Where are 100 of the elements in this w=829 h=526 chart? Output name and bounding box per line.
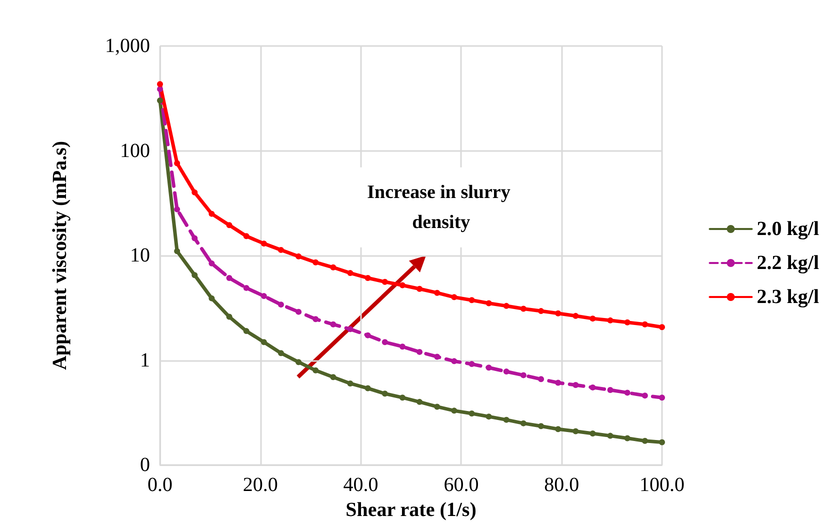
point [538, 376, 544, 382]
point [607, 387, 614, 393]
point [451, 358, 458, 364]
point [607, 317, 614, 324]
point [296, 359, 302, 366]
point [624, 390, 630, 396]
point [503, 302, 510, 309]
point [503, 416, 510, 423]
point [572, 382, 579, 388]
point [642, 392, 648, 399]
point [347, 326, 354, 332]
point [486, 300, 492, 306]
y-tick-label: 1,000 [105, 35, 150, 57]
point [192, 272, 198, 278]
point [538, 423, 544, 430]
point [330, 374, 336, 380]
point [226, 314, 232, 320]
point [157, 97, 163, 104]
x-axis-title: Shear rate (1/s) [346, 498, 476, 521]
point [520, 420, 526, 426]
x-tick-label: 20.0 [242, 474, 278, 496]
point [642, 321, 648, 328]
point [330, 264, 336, 270]
point [624, 435, 630, 442]
point [434, 354, 440, 360]
point [260, 240, 267, 247]
point [468, 361, 475, 368]
point [399, 344, 406, 350]
point [260, 293, 267, 300]
y-tick-label: 0 [140, 454, 150, 476]
point [451, 408, 458, 414]
point [555, 310, 562, 316]
point [590, 316, 596, 322]
point [624, 319, 630, 326]
point [278, 350, 284, 356]
point [208, 260, 215, 266]
x-tick-label: 80.0 [544, 474, 580, 496]
point [157, 81, 163, 88]
point [538, 308, 544, 314]
point [157, 86, 163, 92]
point [192, 235, 198, 242]
annotation: Increase in slurry density [367, 182, 516, 233]
point [364, 332, 371, 338]
legend-label: 2.3 kg/l [756, 286, 820, 308]
point [347, 380, 354, 386]
point [486, 364, 492, 371]
point [659, 324, 665, 330]
legend-label: 2.2 kg/l [756, 252, 820, 274]
point [590, 384, 596, 390]
point [555, 380, 562, 386]
point [434, 404, 440, 410]
point [312, 316, 319, 322]
point [243, 284, 250, 291]
y-axis-title: Apparent viscosity (mPa.s) [49, 140, 71, 370]
point [312, 259, 319, 266]
point [296, 253, 302, 260]
x-tick-label: 40.0 [343, 474, 378, 496]
y-tick-label: 1 [140, 349, 150, 372]
x-tick-label: 100.0 [640, 474, 684, 496]
point [192, 189, 198, 196]
point [278, 302, 284, 308]
point [486, 414, 492, 420]
point [243, 328, 250, 334]
point [659, 439, 665, 446]
point [399, 282, 406, 288]
point [416, 348, 423, 355]
point [572, 428, 579, 434]
point [451, 294, 458, 300]
point [659, 394, 665, 401]
point [555, 426, 562, 432]
point [642, 438, 648, 444]
point [208, 295, 215, 302]
point [503, 368, 510, 375]
point [226, 222, 232, 228]
point [416, 286, 423, 292]
point [174, 248, 180, 254]
point [607, 432, 614, 439]
point [520, 372, 526, 378]
point [312, 367, 319, 374]
point [590, 430, 596, 436]
y-tick-label: 10 [130, 244, 150, 266]
point [364, 274, 371, 281]
point [243, 233, 250, 240]
point [382, 339, 388, 346]
point [399, 394, 406, 401]
point [174, 206, 180, 212]
legend-label: 2.0 kg/l [756, 218, 820, 240]
point [208, 210, 215, 217]
point [174, 160, 180, 166]
point [434, 290, 440, 296]
point [260, 339, 267, 346]
point [468, 297, 475, 304]
point [468, 410, 475, 417]
point [347, 270, 354, 276]
point [364, 385, 371, 392]
point [416, 398, 423, 405]
point [296, 308, 302, 315]
point [226, 274, 232, 281]
point [278, 246, 284, 253]
point [572, 312, 579, 319]
